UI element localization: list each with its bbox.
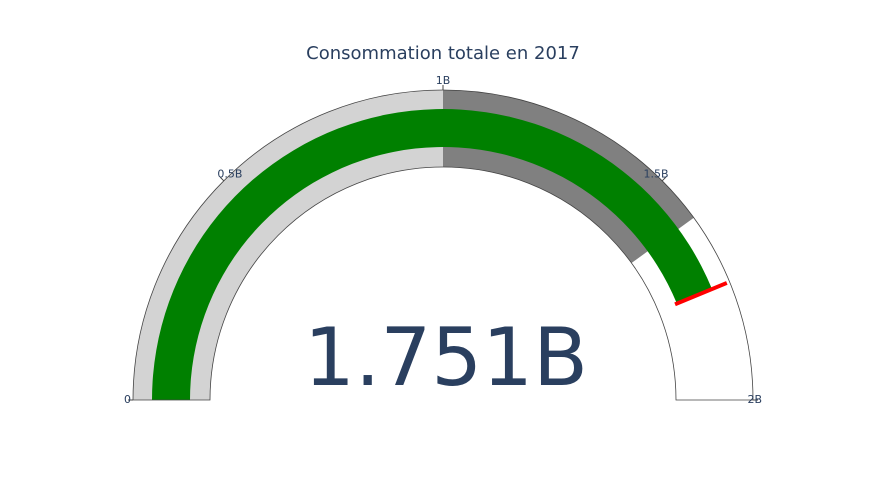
gauge-outline bbox=[132, 89, 754, 401]
gauge-ticks: 0 0.5B 1B 1.5B 2B bbox=[124, 74, 762, 406]
gauge-tick-label-4: 2B bbox=[747, 393, 762, 406]
gauge-threshold-line bbox=[674, 281, 728, 307]
gauge-outline-arc bbox=[132, 89, 754, 401]
gauge-bar-layer bbox=[151, 108, 713, 400]
gauge-tick-label-0: 0 bbox=[124, 393, 131, 406]
gauge-tick-label-1: 0.5B bbox=[217, 167, 242, 180]
gauge-value-number: 1.751B bbox=[304, 311, 588, 404]
gauge-value-bar bbox=[151, 108, 713, 400]
gauge-tick-label-2: 1B bbox=[436, 74, 451, 87]
gauge-step-0 bbox=[133, 90, 443, 400]
gauge-tick-1 bbox=[219, 176, 225, 182]
gauge-threshold-layer bbox=[674, 281, 728, 307]
gauge-tick-label-3: 1.5B bbox=[644, 167, 669, 180]
chart-title: Consommation totale en 2017 bbox=[306, 43, 580, 64]
gauge-tick-3 bbox=[661, 176, 667, 182]
